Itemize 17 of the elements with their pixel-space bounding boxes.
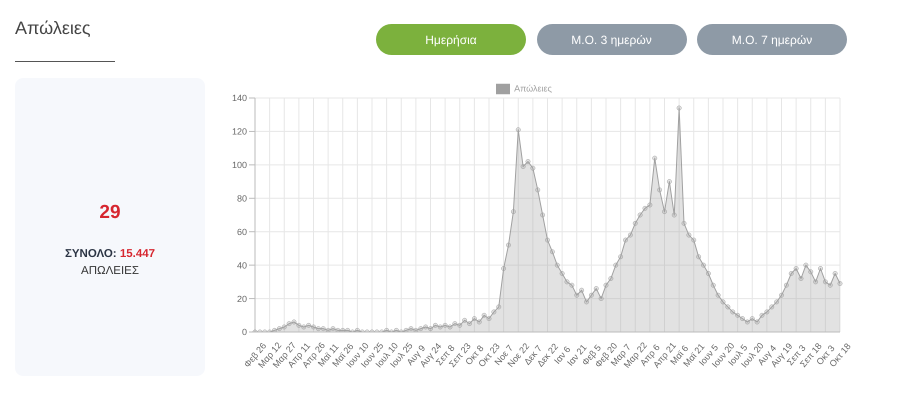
y-tick-label: 140 xyxy=(232,93,247,104)
text: 15.447 xyxy=(120,248,156,260)
toggle-button[interactable]: Ημερήσια xyxy=(376,24,526,55)
y-tick-label: 0 xyxy=(242,327,247,338)
text: Απώλειες xyxy=(15,18,91,39)
text: 29 xyxy=(98,202,122,224)
toggle-button[interactable]: Μ.Ο. 7 ημερών xyxy=(697,24,847,55)
y-tick-label: 20 xyxy=(236,294,247,304)
text: ΣΥΝΟΛΟ: xyxy=(64,248,117,260)
text: ΑΠΩΛΕΙΕΣ xyxy=(80,265,140,277)
y-tick-label: 120 xyxy=(232,126,247,137)
toggle-button[interactable]: Μ.Ο. 3 ημερών xyxy=(536,24,686,55)
y-tick-label: 40 xyxy=(236,260,247,270)
y-tick-label: 100 xyxy=(232,160,247,170)
legend-label: Απώλειες xyxy=(514,83,552,94)
y-tick-label: 80 xyxy=(236,193,247,204)
y-tick-label: 60 xyxy=(236,226,247,237)
